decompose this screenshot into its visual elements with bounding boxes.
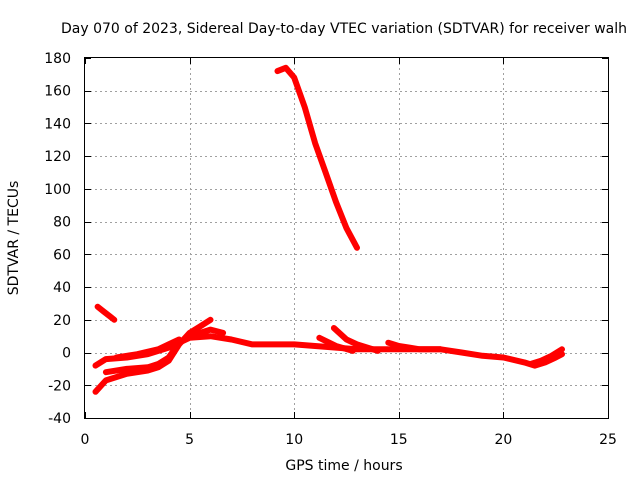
y-tick-label: 180 — [44, 51, 71, 67]
x-axis-tick-labels: 0 5 10 15 20 25 — [81, 432, 617, 448]
series-line-arc-1 — [274, 64, 360, 251]
y-tick-label: 40 — [53, 280, 71, 296]
y-tick-label: 60 — [53, 247, 71, 263]
x-tick-label: 25 — [599, 432, 617, 448]
series-line-arc-9 — [385, 339, 444, 353]
y-tick-label: 140 — [44, 116, 71, 132]
y-tick-label: 80 — [53, 215, 71, 231]
y-axis-label: SDTVAR / TECUs — [6, 181, 22, 296]
x-tick-label: 15 — [390, 432, 408, 448]
x-tick-label: 20 — [494, 432, 512, 448]
y-tick-label: 20 — [53, 313, 71, 329]
grid-lines — [85, 58, 608, 418]
y-tick-label: -20 — [48, 378, 71, 394]
series-line-arc-8 — [316, 334, 356, 354]
y-tick-label: -40 — [48, 411, 71, 427]
series-line-arc-6 — [113, 336, 183, 361]
chart-title: Day 070 of 2023, Sidereal Day-to-day VTE… — [61, 21, 627, 37]
x-tick-label: 0 — [81, 432, 90, 448]
series-line-arc-10 — [527, 346, 565, 367]
plot-border — [84, 57, 609, 419]
y-tick-label: 0 — [62, 346, 71, 362]
y-tick-label: 100 — [44, 182, 71, 198]
series-line-arc-5 — [102, 326, 227, 376]
y-tick-label: 120 — [44, 149, 71, 165]
x-axis-label: GPS time / hours — [285, 458, 402, 474]
series-line-arc-7 — [330, 325, 381, 354]
y-axis-tick-labels: -40 -20 0 20 40 60 80 100 120 140 160 180 — [44, 51, 71, 427]
data-series — [92, 64, 565, 395]
axis-ticks — [85, 58, 609, 419]
x-tick-label: 5 — [185, 432, 194, 448]
series-line-arc-2 — [94, 303, 118, 323]
x-tick-label: 10 — [285, 432, 303, 448]
y-tick-label: 160 — [44, 84, 71, 100]
